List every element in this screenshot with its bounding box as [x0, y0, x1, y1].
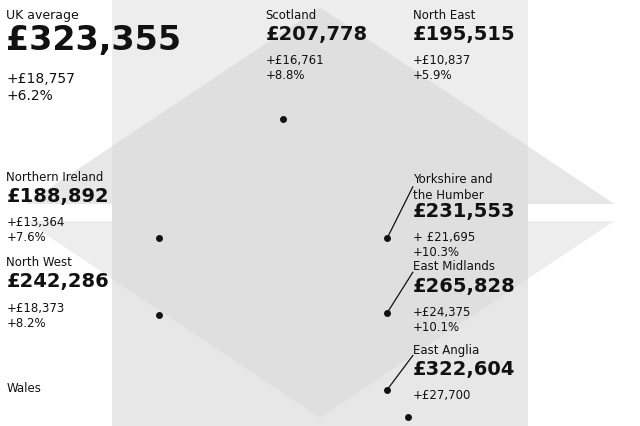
Text: Scotland: Scotland: [266, 9, 317, 21]
Text: +£18,757: +£18,757: [6, 72, 76, 86]
Text: +£24,375: +£24,375: [413, 305, 471, 318]
Text: £323,355: £323,355: [6, 24, 182, 57]
Text: +5.9%: +5.9%: [413, 69, 452, 82]
Text: +10.1%: +10.1%: [413, 320, 460, 333]
Text: UK average: UK average: [6, 9, 79, 21]
Text: +7.6%: +7.6%: [6, 231, 46, 244]
Text: East Midlands: East Midlands: [413, 260, 495, 273]
Text: £242,286: £242,286: [6, 272, 109, 291]
Text: +8.8%: +8.8%: [266, 69, 305, 82]
Text: +10.3%: +10.3%: [413, 246, 460, 259]
Text: +£18,373: +£18,373: [6, 301, 65, 314]
Text: Yorkshire and
the Humber: Yorkshire and the Humber: [413, 173, 492, 201]
Text: East Anglia: East Anglia: [413, 343, 479, 356]
Polygon shape: [26, 9, 614, 426]
Text: +8.2%: +8.2%: [6, 316, 46, 329]
Text: £195,515: £195,515: [413, 25, 515, 43]
Text: +£27,700: +£27,700: [413, 389, 471, 401]
Text: £265,828: £265,828: [413, 276, 516, 295]
Text: + £21,695: + £21,695: [413, 231, 475, 244]
Text: Wales: Wales: [6, 381, 41, 394]
Text: Northern Ireland: Northern Ireland: [6, 170, 104, 183]
Polygon shape: [26, 0, 614, 417]
Text: +6.2%: +6.2%: [6, 89, 53, 103]
Text: £188,892: £188,892: [6, 187, 109, 205]
Text: North West: North West: [6, 256, 72, 268]
Text: +£16,761: +£16,761: [266, 54, 324, 67]
Text: +£13,364: +£13,364: [6, 216, 65, 229]
Text: £322,604: £322,604: [413, 359, 515, 378]
Text: +£10,837: +£10,837: [413, 54, 471, 67]
Text: £231,553: £231,553: [413, 201, 515, 220]
Text: North East: North East: [413, 9, 475, 21]
Text: £207,778: £207,778: [266, 25, 368, 43]
